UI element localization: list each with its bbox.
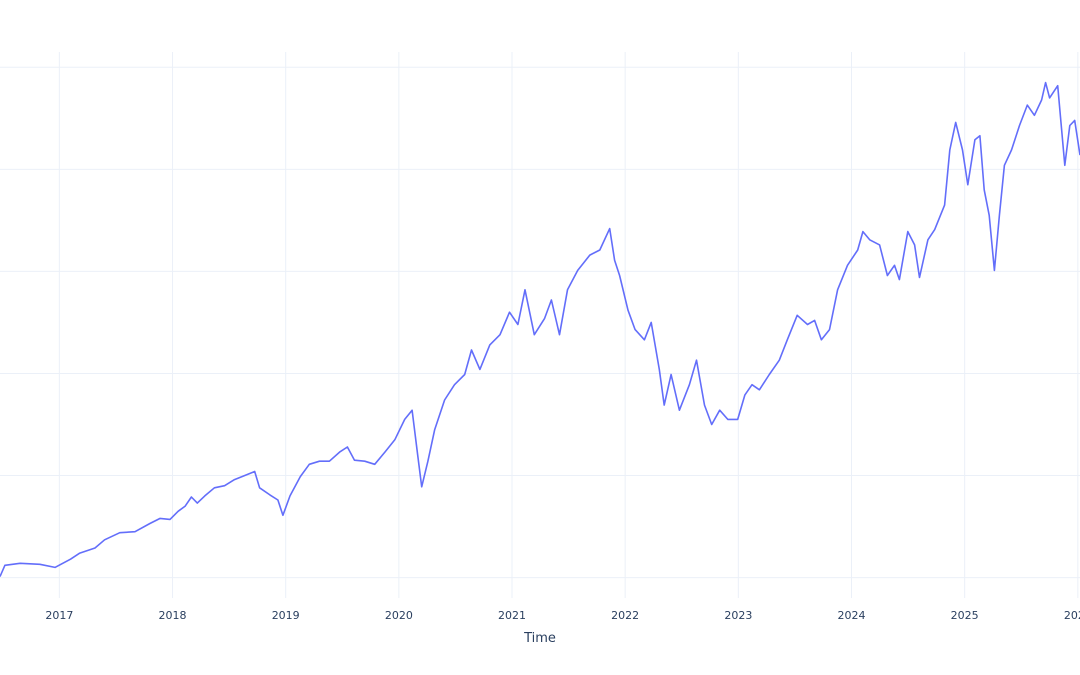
series-group: [0, 81, 1080, 577]
x-tick-label: 2018: [159, 609, 187, 622]
x-tick-label: 2024: [838, 609, 866, 622]
x-tick-label: 2026: [1064, 609, 1080, 622]
x-tick-label: 2017: [45, 609, 73, 622]
x-tick-label: 2019: [272, 609, 300, 622]
x-axis-ticks: 2017 2018 2019 2020 2021 2022 2023 2024 2025 2026: [45, 609, 1080, 622]
x-axis-title: Time: [523, 631, 556, 646]
x-tick-label: 2025: [951, 609, 979, 622]
x-tick-label: 2021: [498, 609, 526, 622]
series-line: [0, 81, 1080, 577]
gridlines: [0, 52, 1080, 598]
x-tick-label: 2022: [611, 609, 639, 622]
x-tick-label: 2023: [724, 609, 752, 622]
x-tick-label: 2020: [385, 609, 413, 622]
